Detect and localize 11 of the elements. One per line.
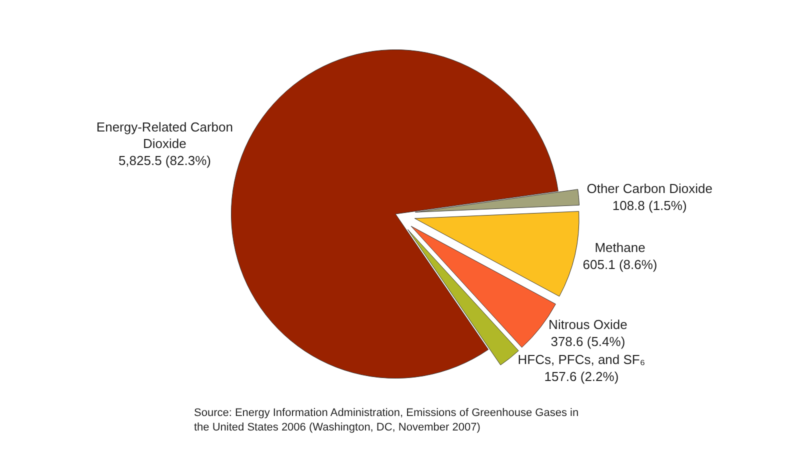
slice-label: Other Carbon Dioxide [586, 181, 712, 196]
slice-label: HFCs, PFCs, and SF₆ [518, 352, 646, 368]
data-label: 5,825.5 (82.3%) [118, 153, 211, 168]
slice-label: Methane [594, 240, 646, 256]
data-label: 108.8 (1.5%) [612, 198, 687, 214]
slice-label: Nitrous Oxide [548, 317, 628, 332]
data-label: 157.6 (2.2%) [544, 368, 619, 384]
data-label: 378.6 (5.4%) [550, 334, 626, 350]
source-note: Source: Energy Information Administration, Emissions of Greenhouse Gases in the United States 2006 (Washington, DC, November 2007) [194, 407, 579, 434]
slice-label: Energy-Related Carbon Dioxide [96, 119, 233, 152]
data-label: 605.1 (8.6%) [582, 256, 658, 272]
